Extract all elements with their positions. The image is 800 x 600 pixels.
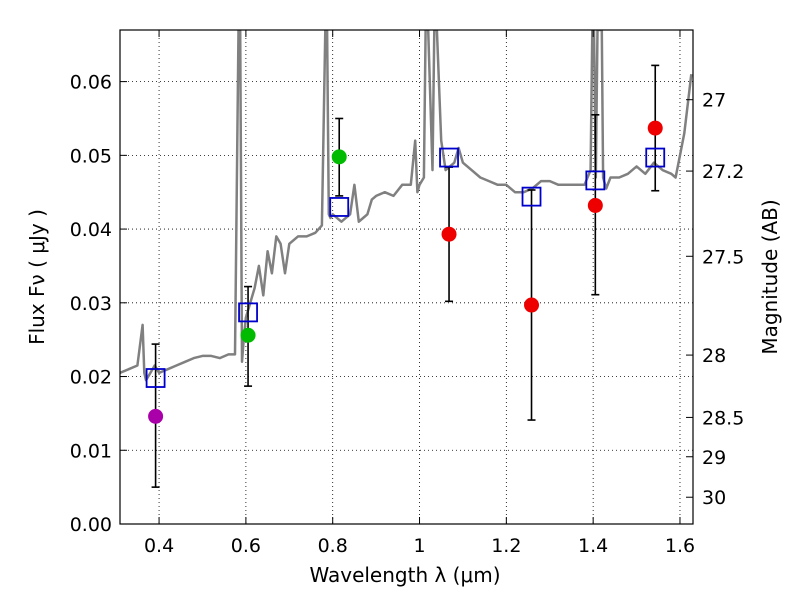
y-axis-label: Flux Fν ( μJy ) xyxy=(25,209,49,345)
marker-layer xyxy=(145,120,666,424)
model-point-square xyxy=(145,368,166,388)
model-point-square xyxy=(329,197,350,217)
x-tick-label: 0.8 xyxy=(318,535,348,557)
observed-point xyxy=(587,197,603,213)
observed-point xyxy=(647,120,663,136)
observed-point xyxy=(524,297,540,313)
mag-tick-label: 30 xyxy=(702,487,726,509)
mag-tick-label: 29 xyxy=(702,447,726,469)
y-tick-label: 0.06 xyxy=(70,72,112,94)
y-tick-label: 0.01 xyxy=(70,440,112,462)
x-tick-label: 0.6 xyxy=(231,535,261,557)
x-axis-label: Wavelength λ (μm) xyxy=(309,563,500,587)
model-point-square xyxy=(238,302,258,323)
tick-layer: 0.4 0.6 0.8 1 1.2 1.4 1.6 0.00 0.01 0.02 0.03 0.04 0… xyxy=(70,30,744,557)
observed-point xyxy=(240,327,256,343)
spectrum-layer xyxy=(120,30,693,382)
mag-tick-label: 28 xyxy=(702,345,726,367)
model-point-square xyxy=(585,170,606,191)
y2-axis-label: Magnitude (AB) xyxy=(758,199,782,354)
observed-point xyxy=(331,149,347,165)
observed-point xyxy=(148,408,164,424)
x-tick-label: 1.2 xyxy=(491,535,521,557)
y-tick-label: 0.02 xyxy=(70,367,112,389)
x-tick-label: 1.6 xyxy=(665,535,695,557)
x-tick-label: 1 xyxy=(413,535,425,557)
grid xyxy=(120,30,693,525)
mag-tick-label: 27.5 xyxy=(702,246,744,268)
y-tick-label: 0.03 xyxy=(70,293,112,315)
y-tick-label: 0.04 xyxy=(70,219,112,241)
mag-tick-label: 27 xyxy=(702,90,726,112)
errorbar-layer xyxy=(151,64,660,488)
model-point-square xyxy=(645,147,666,168)
y-tick-label: 0.05 xyxy=(70,145,112,167)
x-tick-label: 0.4 xyxy=(144,535,174,557)
mag-tick-label: 27.2 xyxy=(702,161,744,183)
observed-point xyxy=(441,226,457,242)
mag-tick-label: 28.5 xyxy=(702,407,744,429)
x-tick-label: 1.4 xyxy=(578,535,608,557)
model-point-square xyxy=(521,186,542,207)
spectrum-line xyxy=(120,30,693,382)
model-point-square xyxy=(439,147,459,168)
y-tick-label: 0.00 xyxy=(70,514,112,536)
plot-frame xyxy=(119,29,694,525)
